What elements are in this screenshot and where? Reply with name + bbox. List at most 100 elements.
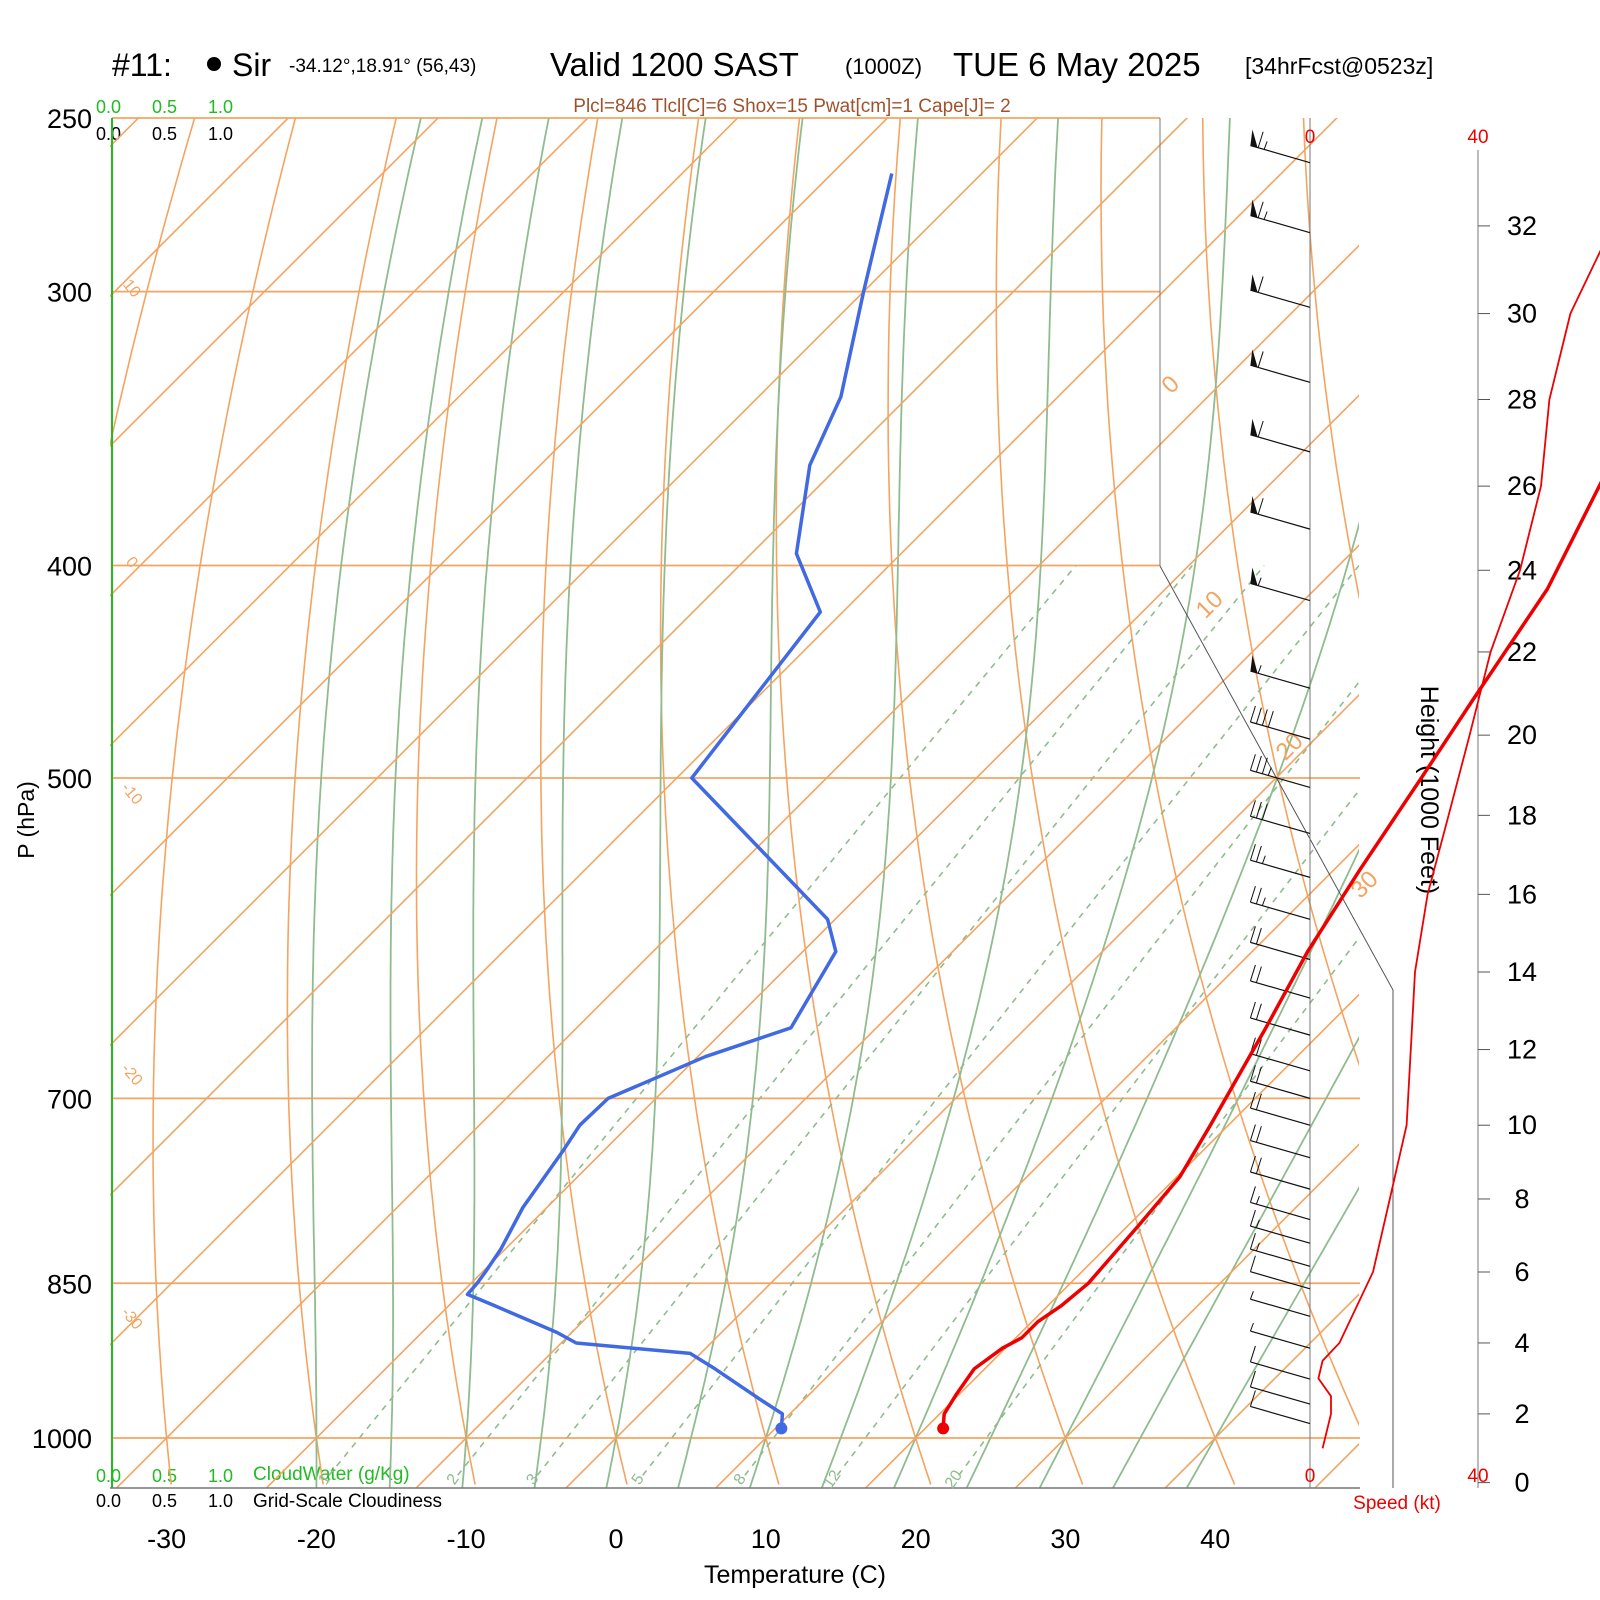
height-tick-label: 28 xyxy=(1507,385,1537,415)
wind-barb-flag xyxy=(1249,926,1256,943)
isotherm-line xyxy=(1442,39,1600,1512)
wind-barb xyxy=(1250,655,1311,689)
wind-barb-staff xyxy=(1250,144,1311,164)
cloudiness-tick: 0.5 xyxy=(152,124,177,144)
height-tick-label: 14 xyxy=(1507,957,1537,987)
pressure-tick-label: 700 xyxy=(47,1084,92,1114)
wind-barb-staff xyxy=(1250,1330,1311,1349)
isotherm-line xyxy=(110,118,1039,1047)
wind-barb-staff xyxy=(1250,1053,1311,1072)
mixing-ratio-line xyxy=(457,564,1193,1476)
wind-barb-pennant xyxy=(1250,655,1258,674)
isotherm-line xyxy=(415,544,1359,1488)
wind-barb xyxy=(1249,964,1311,999)
height-tick-label: 6 xyxy=(1514,1257,1529,1287)
wind-barb-half-flag xyxy=(1263,141,1268,150)
dry-adiabat-line xyxy=(659,118,780,1485)
temperature-axis: -30 -20 -10 0 10 20 30 40 xyxy=(147,1524,1230,1554)
dry-adiabat-line xyxy=(415,118,498,1485)
pressure-axis: 250 300 400 500 700 850 1000 xyxy=(32,104,92,1454)
mixing-ratio-lines xyxy=(328,564,1359,1476)
sounding-indices: Plcl=846 Tlcl[C]=6 Shox=15 Pwat[cm]=1 Ca… xyxy=(573,96,1010,117)
pressure-tick-label: 300 xyxy=(47,278,92,308)
wind-barb xyxy=(1249,1186,1311,1221)
wind-barb-flag xyxy=(1257,351,1264,368)
wind-barb-staff xyxy=(1250,511,1311,530)
wind-barb-staff xyxy=(1250,1225,1311,1244)
moist-adiabat-line xyxy=(1185,1186,1359,1488)
height-tick-label: 4 xyxy=(1514,1328,1529,1358)
wind-barb-flag xyxy=(1255,801,1262,819)
wind-barb-flag xyxy=(1249,886,1256,903)
isotherm-line xyxy=(115,244,1359,1488)
wind-barb-half-flag xyxy=(1257,665,1262,674)
wind-barb-pennant xyxy=(1250,199,1258,218)
chart-header: #11: Sir -34.12°,18.91° (56,43) Valid 12… xyxy=(112,46,1433,117)
isobar-lines xyxy=(112,117,1360,1439)
cloudiness-tick: 0.5 xyxy=(152,1491,177,1511)
wind-speed-tick-top: 40 xyxy=(1467,127,1488,148)
cloudiness-tick: 0.0 xyxy=(96,1491,121,1511)
isotherm-line xyxy=(110,118,290,298)
dry-adiabat-line xyxy=(1201,118,1359,1067)
height-tick-label: 2 xyxy=(1514,1399,1529,1429)
height-tick-label: 30 xyxy=(1507,299,1537,329)
cloudwater-tick: 0.5 xyxy=(152,97,177,117)
wind-speed-tick-bottom: 0 xyxy=(1305,1466,1316,1487)
temperature-tick-label: 0 xyxy=(608,1524,623,1554)
cloud-scale-top: 0.0 0.5 1.0 0.0 0.5 1.0 xyxy=(96,97,233,144)
height-tick-label: 10 xyxy=(1507,1110,1537,1140)
wind-barb-flag xyxy=(1261,757,1268,774)
wind-barb-flag xyxy=(1249,705,1256,723)
wind-barb-flag xyxy=(1249,1124,1256,1141)
valid-zulu: (1000Z) xyxy=(845,54,922,79)
dry-adiabat-line xyxy=(286,118,398,1485)
dry-adiabat-line xyxy=(775,118,932,1485)
temperature-series xyxy=(937,480,1600,1435)
isotherm-label: 0 xyxy=(1156,370,1185,399)
cloudwater-tick: 1.0 xyxy=(208,97,233,117)
wind-barb-flag xyxy=(1261,709,1268,726)
valid-time: Valid 1200 SAST xyxy=(550,46,799,83)
height-tick-label: 16 xyxy=(1507,879,1537,909)
wind-barb-staff xyxy=(1250,1386,1311,1405)
wind-barb-flag xyxy=(1249,1001,1256,1019)
temperature-line-surface-point xyxy=(937,1422,950,1435)
wind-barb xyxy=(1250,274,1311,308)
wind-barb-flag xyxy=(1255,1093,1262,1110)
moist-adiabats xyxy=(311,118,1359,1488)
wind-barbs xyxy=(1249,129,1311,1425)
cloudiness-tick: 0.0 xyxy=(96,124,121,144)
wind-barb-staff xyxy=(1250,721,1311,740)
skewt-background xyxy=(110,39,1600,1512)
wind-barb-staff xyxy=(1250,1405,1311,1425)
dewpoint-series xyxy=(465,173,894,1435)
temperature-tick-label: 20 xyxy=(901,1524,931,1554)
wind-barb xyxy=(1249,844,1311,878)
isotherm-line xyxy=(110,118,440,448)
wind-barb-half-flag xyxy=(1267,767,1272,776)
isotherm-label: -20 xyxy=(118,1061,146,1090)
height-tick-label: 8 xyxy=(1514,1184,1529,1214)
mixing-ratio-line xyxy=(744,680,1359,1476)
wind-barb xyxy=(1249,1322,1311,1349)
wind-barb xyxy=(1249,1124,1311,1159)
moist-adiabat-line xyxy=(1111,1035,1359,1488)
wind-barb-half-flag xyxy=(1261,855,1266,864)
wind-barb-flag xyxy=(1255,966,1262,983)
isotherm-line xyxy=(1164,1293,1359,1488)
moist-adiabat-line xyxy=(677,118,804,1488)
station-coords: -34.12°,18.91° (56,43) xyxy=(289,56,476,77)
moist-adiabat-line xyxy=(965,521,1359,1488)
isotherm-line xyxy=(1313,1442,1359,1488)
x-axis-title: Temperature (C) xyxy=(704,1561,886,1589)
isotherm-label: 10 xyxy=(119,276,144,301)
wind-barb xyxy=(1249,1390,1311,1425)
moist-adiabat-line xyxy=(461,118,550,1488)
dry-adiabat-line xyxy=(539,118,628,1485)
isotherm-line xyxy=(110,118,1189,1197)
moist-adiabat-line xyxy=(533,118,624,1488)
wind-barb-half-flag xyxy=(1255,1195,1260,1205)
wind-barb-flag xyxy=(1249,844,1256,861)
